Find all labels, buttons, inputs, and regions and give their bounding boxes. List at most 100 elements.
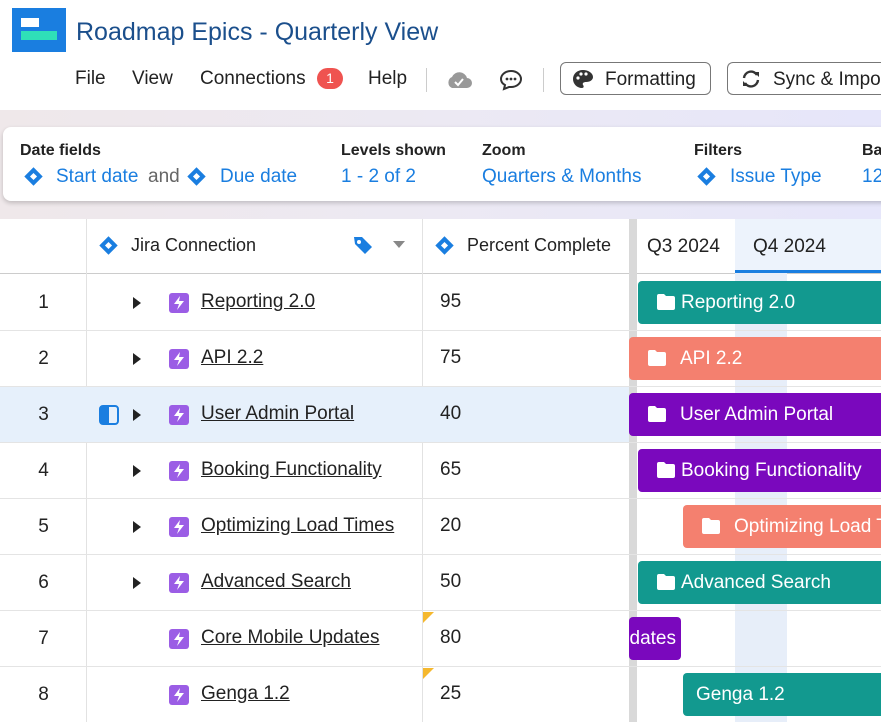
expand-caret[interactable] xyxy=(132,464,142,478)
column-header[interactable]: Percent Complete xyxy=(467,235,612,255)
bar-clip: Reporting 2.0 xyxy=(629,281,881,325)
row-number: 2 xyxy=(38,348,49,369)
gantt-bar[interactable]: Reporting 2.0 xyxy=(638,281,881,324)
epic-link[interactable]: Reporting 2.0 xyxy=(201,291,316,312)
setting-value[interactable]: Issue Type xyxy=(730,166,822,187)
formatting-button[interactable]: Formatting xyxy=(560,62,711,95)
epic-link[interactable]: Core Mobile Updates xyxy=(201,627,380,648)
sync-button[interactable]: Sync & Impor xyxy=(727,62,881,95)
row-number: 8 xyxy=(38,684,49,705)
menu-file[interactable]: File xyxy=(75,68,106,89)
menu-help[interactable]: Help xyxy=(368,68,408,89)
row[interactable]: 2 API 2.2 75 API 2.2 xyxy=(0,331,881,387)
gantt-bar[interactable]: Optimizing Load Times xyxy=(683,505,881,548)
epic-icon xyxy=(169,629,189,649)
settings-card xyxy=(3,127,881,201)
epic-link[interactable]: API 2.2 xyxy=(201,347,264,368)
button-label: Sync & Impor xyxy=(773,69,881,90)
epic-icon xyxy=(169,405,189,425)
percent: 75 xyxy=(440,347,462,368)
bar-clip: Genga 1.2 xyxy=(629,673,881,717)
field-icon xyxy=(697,167,716,186)
bar-label: Reporting 2.0 xyxy=(681,292,796,313)
field-icon xyxy=(435,236,454,255)
menu-connections[interactable]: Connections xyxy=(200,68,306,89)
gantt-bar[interactable]: Core Mobile Updates xyxy=(629,617,681,660)
row[interactable]: 7 Core Mobile Updates 80 Core Mobile Update… xyxy=(0,611,881,667)
timeline-header: Q3 2024 xyxy=(647,236,720,257)
sort-caret[interactable] xyxy=(393,241,405,249)
gantt-bar[interactable]: Booking Functionality xyxy=(638,449,881,492)
expand-caret[interactable] xyxy=(132,296,142,310)
sync-icon xyxy=(742,70,760,88)
tag-icon[interactable] xyxy=(352,234,374,256)
column-header[interactable]: Jira Connection xyxy=(131,235,257,255)
grid: Jira Connection Percent Complete Q3 2024… xyxy=(0,219,881,722)
bar-clip: Core Mobile Updates xyxy=(629,617,881,661)
setting-label: Date fields xyxy=(20,142,101,159)
doc-title: Roadmap Epics - Quarterly View xyxy=(76,18,439,46)
setting-label: Ba xyxy=(862,142,881,159)
row-number: 3 xyxy=(38,404,49,425)
setting-value[interactable]: Start date xyxy=(56,166,139,187)
separator xyxy=(543,68,544,92)
epic-link[interactable]: Advanced Search xyxy=(201,571,351,592)
bar-label: Core Mobile Updates xyxy=(629,628,676,649)
field-icon xyxy=(187,167,206,186)
epic-icon xyxy=(169,349,189,369)
gantt-bar[interactable]: API 2.2 xyxy=(629,337,881,380)
folder-icon xyxy=(648,350,666,366)
row[interactable]: 4 Booking Functionality 65 Booking Function… xyxy=(0,443,881,499)
badge: 1 xyxy=(317,68,343,89)
setting-value[interactable]: 12 xyxy=(862,166,881,187)
gantt-bar[interactable]: Genga 1.2 xyxy=(683,673,881,716)
menu-view[interactable]: View xyxy=(132,68,173,89)
epic-icon xyxy=(169,517,189,537)
cloud-icon[interactable] xyxy=(445,70,473,90)
epic-link[interactable]: Optimizing Load Times xyxy=(201,515,395,536)
timeline-header: Q4 2024 xyxy=(753,236,826,257)
edit-marker xyxy=(423,612,434,623)
logo[interactable] xyxy=(12,8,66,52)
gantt-bar[interactable]: Advanced Search xyxy=(638,561,881,604)
expand-caret[interactable] xyxy=(132,576,142,590)
row-number: 4 xyxy=(38,460,49,481)
row[interactable]: 3 User Admin Portal 40 User Admin Portal xyxy=(0,387,881,443)
bar-clip: Advanced Search xyxy=(629,561,881,605)
bar-label: User Admin Portal xyxy=(680,404,834,425)
gantt-bar[interactable]: User Admin Portal xyxy=(629,393,881,436)
bar-label: Advanced Search xyxy=(681,572,831,593)
percent: 80 xyxy=(440,627,462,648)
row[interactable]: 5 Optimizing Load Times 20 Optimizing Load … xyxy=(0,499,881,555)
epic-link[interactable]: User Admin Portal xyxy=(201,403,355,424)
expand-caret[interactable] xyxy=(132,352,142,366)
percent: 50 xyxy=(440,571,462,592)
expand-caret[interactable] xyxy=(132,520,142,534)
row[interactable]: 6 Advanced Search 50 Advanced Search xyxy=(0,555,881,611)
epic-link[interactable]: Genga 1.2 xyxy=(201,683,290,704)
setting-value[interactable]: 1 - 2 of 2 xyxy=(341,166,416,187)
row[interactable]: 8 Genga 1.2 25 Genga 1.2 xyxy=(0,667,881,722)
percent: 65 xyxy=(440,459,462,480)
bar-label: Booking Functionality xyxy=(681,460,862,481)
expand-caret[interactable] xyxy=(132,408,142,422)
folder-icon xyxy=(648,406,666,422)
pane-divider[interactable] xyxy=(629,219,637,722)
row[interactable]: 1 Reporting 2.0 95 Reporting 2.0 xyxy=(0,275,881,331)
setting-value[interactable]: Quarters & Months xyxy=(482,166,642,187)
setting-label: Zoom xyxy=(482,142,526,159)
palette-icon xyxy=(573,70,593,88)
col-divider xyxy=(86,219,87,722)
epic-icon xyxy=(169,573,189,593)
row-number: 1 xyxy=(38,292,49,313)
row-number: 5 xyxy=(38,516,49,537)
comment-icon[interactable] xyxy=(499,68,523,92)
bar-clip: User Admin Portal xyxy=(629,393,881,437)
detail-icon[interactable] xyxy=(99,405,119,425)
epic-icon xyxy=(169,685,189,705)
setting-value[interactable]: Due date xyxy=(220,166,298,187)
epic-link[interactable]: Booking Functionality xyxy=(201,459,382,480)
button-label: Formatting xyxy=(605,69,696,90)
folder-icon xyxy=(657,294,675,310)
